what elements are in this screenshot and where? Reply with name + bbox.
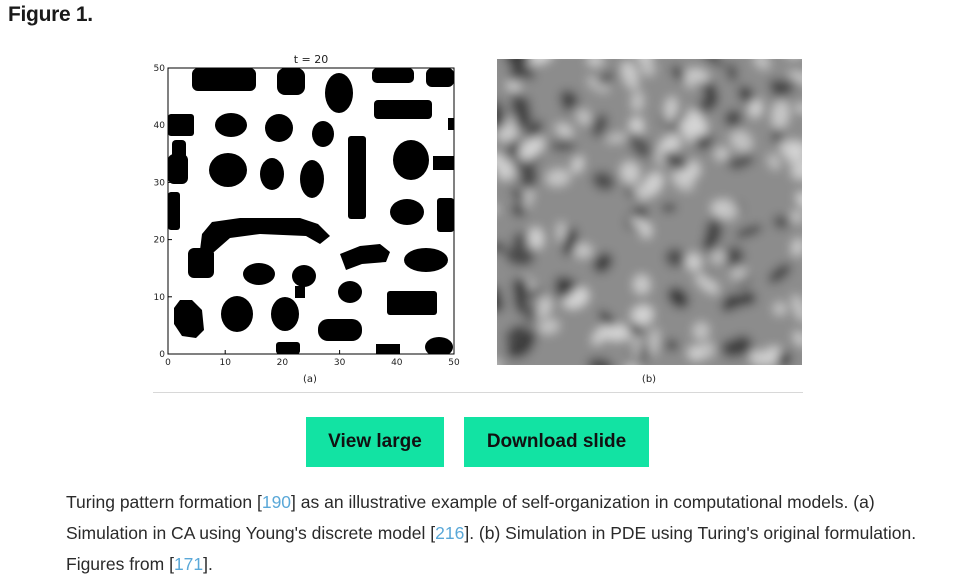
caption-text-4: ]. (203, 554, 213, 574)
y-tick-label: 10 (154, 293, 166, 303)
y-tick-label: 40 (154, 121, 166, 131)
caption-text-1: Turing pattern formation [ (66, 492, 262, 512)
reference-link-190[interactable]: 190 (261, 492, 292, 512)
figure-image[interactable]: t = 20 (140, 48, 820, 388)
panel-b: (b) (497, 59, 802, 385)
caption-text-3: ]. (b) Simulation in PDE using Turing's … (66, 523, 917, 574)
x-tick-label: 50 (448, 358, 460, 368)
figure-caption: Turing pattern formation [190] as an ill… (66, 487, 926, 580)
x-tick-label: 40 (391, 358, 403, 368)
x-tick-label: 30 (334, 358, 346, 368)
panel-a-label: (a) (303, 374, 317, 385)
y-tick-label: 20 (154, 236, 166, 246)
figure-title: Figure 1. (8, 3, 93, 26)
x-tick-label: 20 (277, 358, 289, 368)
download-slide-button[interactable]: Download slide (464, 417, 649, 467)
y-tick-label: 30 (154, 178, 166, 188)
caption-text-2: ] as an illustrative example of self-org… (66, 492, 875, 543)
panel-a-title: t = 20 (294, 53, 329, 66)
panel-b-pattern (497, 59, 802, 365)
x-tick-label: 0 (165, 358, 171, 368)
panel-a: t = 20 (154, 53, 460, 385)
x-tick-label: 10 (219, 358, 231, 368)
view-large-button[interactable]: View large (306, 417, 444, 467)
y-tick-label: 50 (154, 64, 166, 74)
reference-link-216[interactable]: 216 (435, 523, 465, 543)
y-tick-label: 0 (159, 350, 165, 360)
figure-divider (153, 392, 803, 393)
reference-link-171[interactable]: 171 (173, 554, 204, 574)
panel-a-pattern (168, 68, 454, 354)
panel-b-label: (b) (642, 374, 656, 385)
